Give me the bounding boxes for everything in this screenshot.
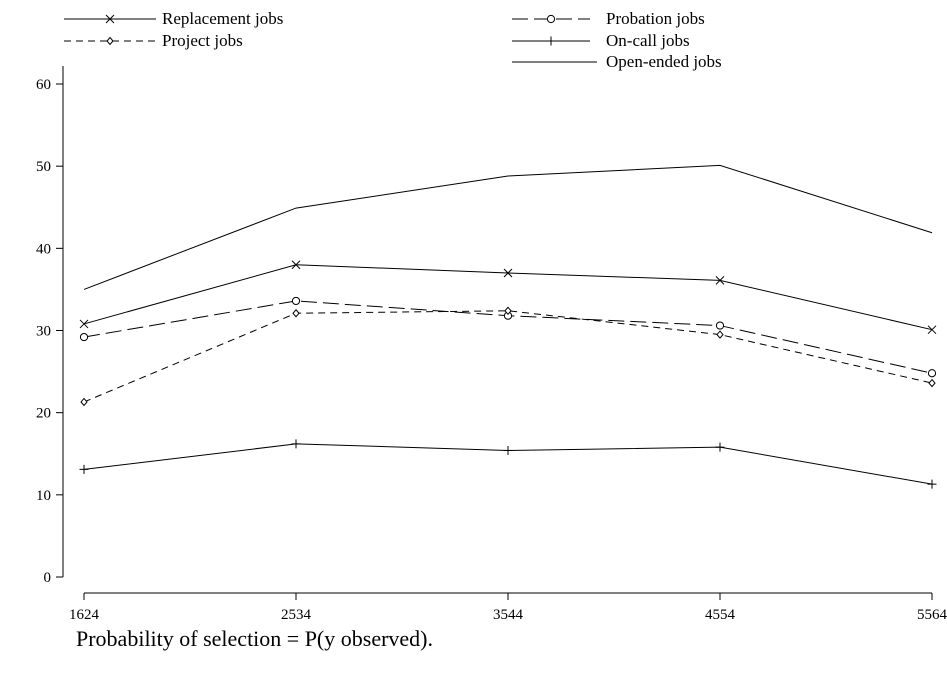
legend-item: Replacement jobs <box>64 9 283 28</box>
data-point <box>503 445 513 455</box>
legend-item: Probation jobs <box>512 9 705 28</box>
series-line <box>83 264 933 331</box>
series-1 <box>79 260 937 335</box>
data-point <box>928 378 936 388</box>
line-chart: Replacement jobs Probation jobs Project jo… <box>36 9 947 620</box>
series-4 <box>79 439 937 489</box>
data-point <box>504 306 512 316</box>
axes: 0 10 20 30 40 50 60 1624 2534 3544 4554 5564 <box>36 66 947 620</box>
data-point <box>292 308 300 318</box>
legend-label: Open-ended jobs <box>606 52 722 71</box>
legend-marker <box>105 14 115 24</box>
data-point <box>927 325 937 335</box>
series-3 <box>80 306 936 407</box>
legend-label: Probation jobs <box>606 9 705 28</box>
data-point <box>715 276 725 285</box>
x-tick-label: 3544 <box>493 607 524 620</box>
data-point <box>716 330 724 339</box>
series-0 <box>83 164 933 290</box>
y-tick-label: 30 <box>36 324 51 340</box>
legend-label: Project jobs <box>162 31 243 50</box>
y-tick-label: 0 <box>44 570 52 586</box>
series-group <box>79 164 937 489</box>
data-point <box>503 268 513 278</box>
data-point <box>79 464 89 474</box>
y-tick-label: 20 <box>36 406 51 422</box>
legend-item: Project jobs <box>64 31 243 50</box>
x-tick-label: 5564 <box>917 607 947 620</box>
data-point <box>80 397 88 407</box>
legend-item: On-call jobs <box>512 31 690 50</box>
y-tick-label: 60 <box>36 77 51 93</box>
data-point <box>927 369 937 378</box>
chart-caption: Probability of selection = P(y observed)… <box>76 626 434 651</box>
legend: Replacement jobs Probation jobs Project jo… <box>64 9 722 71</box>
series-2 <box>79 296 937 378</box>
data-point <box>291 296 301 306</box>
legend-marker <box>546 14 556 24</box>
x-tick-label: 1624 <box>69 607 100 620</box>
data-point <box>715 321 725 330</box>
legend-label: Replacement jobs <box>162 9 283 28</box>
data-point <box>927 479 937 489</box>
y-tick-label: 50 <box>36 159 51 175</box>
data-point <box>79 319 89 329</box>
data-point <box>715 442 725 452</box>
y-tick-label: 40 <box>36 241 51 257</box>
series-line <box>83 310 933 403</box>
legend-item: Open-ended jobs <box>512 52 722 71</box>
data-point <box>291 439 301 449</box>
legend-label: On-call jobs <box>606 31 690 50</box>
x-tick-label: 2534 <box>281 607 312 620</box>
legend-marker <box>106 36 114 46</box>
y-tick-label: 10 <box>36 488 51 504</box>
data-point <box>79 332 89 342</box>
x-tick-label: 4554 <box>705 607 736 620</box>
series-line <box>83 164 933 290</box>
data-point <box>291 260 301 270</box>
legend-marker <box>546 36 556 46</box>
